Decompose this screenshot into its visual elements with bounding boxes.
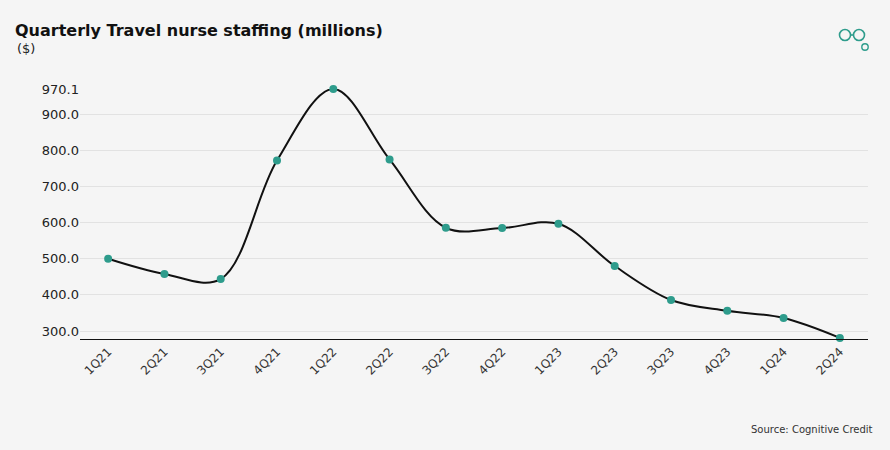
svg-text:700.0: 700.0 <box>42 179 79 194</box>
svg-text:500.0: 500.0 <box>42 251 79 266</box>
svg-text:800.0: 800.0 <box>42 143 79 158</box>
svg-text:2Q24: 2Q24 <box>813 345 846 378</box>
svg-text:3Q22: 3Q22 <box>419 345 452 378</box>
svg-text:1Q23: 1Q23 <box>532 345 565 378</box>
svg-text:300.0: 300.0 <box>42 324 79 339</box>
svg-text:($): ($) <box>17 41 35 56</box>
svg-text:970.1: 970.1 <box>42 82 79 97</box>
svg-text:900.0: 900.0 <box>42 107 79 122</box>
svg-text:Source: Cognitive Credit: Source: Cognitive Credit <box>751 424 873 435</box>
svg-text:3Q21: 3Q21 <box>194 345 227 378</box>
svg-text:2Q21: 2Q21 <box>138 345 171 378</box>
svg-text:400.0: 400.0 <box>42 287 79 302</box>
svg-text:1Q21: 1Q21 <box>82 345 115 378</box>
svg-text:Quarterly Travel nurse staffin: Quarterly Travel nurse staffing (million… <box>15 21 383 40</box>
svg-text:3Q23: 3Q23 <box>645 345 678 378</box>
svg-text:2Q23: 2Q23 <box>588 345 621 378</box>
svg-text:1Q22: 1Q22 <box>307 345 340 378</box>
svg-text:2Q22: 2Q22 <box>363 345 396 378</box>
svg-text:4Q23: 4Q23 <box>701 345 734 378</box>
svg-text:1Q24: 1Q24 <box>757 345 790 378</box>
svg-text:4Q21: 4Q21 <box>251 345 284 378</box>
svg-text:600.0: 600.0 <box>42 215 79 230</box>
svg-text:4Q22: 4Q22 <box>476 345 509 378</box>
